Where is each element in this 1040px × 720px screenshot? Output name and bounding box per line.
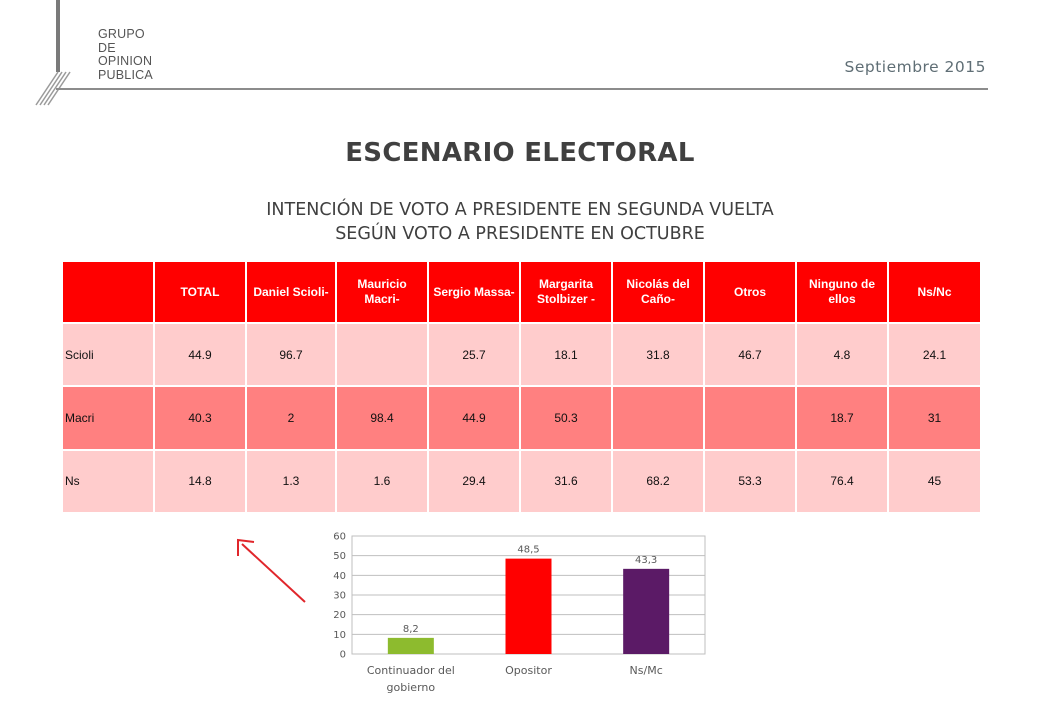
header-date: Septiembre 2015 (844, 58, 986, 76)
column-header (61, 260, 155, 324)
table-cell: 50.3 (519, 385, 613, 451)
y-tick-label: 0 (340, 650, 346, 661)
table-cell: 4.8 (795, 321, 889, 388)
y-tick-label: 10 (333, 630, 346, 641)
table-cell (335, 321, 429, 388)
column-header: TOTAL (153, 260, 247, 324)
table-cell (611, 385, 705, 451)
y-tick-label: 60 (333, 532, 346, 543)
logo-mark (35, 0, 71, 106)
table-cell: 18.7 (795, 385, 889, 451)
table-header-row: TOTAL Daniel Scioli- Mauricio Macri- Ser… (61, 260, 982, 324)
logo-line: DE (98, 40, 116, 55)
table-cell: 31 (887, 385, 982, 451)
table-cell: 24.1 (887, 321, 982, 388)
table-cell: 96.7 (245, 321, 337, 388)
header-divider (56, 88, 988, 90)
table-cell: 44.9 (153, 321, 247, 388)
table-cell: 14.8 (153, 448, 247, 515)
table-cell: 76.4 (795, 448, 889, 515)
row-label: Scioli (61, 321, 155, 388)
bar-value-label: 48,5 (517, 545, 539, 556)
table-row: Macri 40.3 2 98.4 44.9 50.3 18.7 31 (61, 385, 982, 451)
logo-line: GRUPO (98, 27, 145, 41)
table-cell: 45 (887, 448, 982, 515)
table-cell: 40.3 (153, 385, 247, 451)
x-tick-label: Opositor (505, 664, 552, 677)
table-row: Ns 14.8 1.3 1.6 29.4 31.6 68.2 53.3 76.4… (61, 448, 982, 515)
bar-value-label: 8,2 (403, 624, 419, 635)
vote-table: TOTAL Daniel Scioli- Mauricio Macri- Ser… (61, 260, 982, 515)
table-cell: 1.3 (245, 448, 337, 515)
bar-chart: 0 10 20 30 40 50 60 8,2 Continuador del gobierno 4… (300, 524, 720, 720)
table-cell: 2 (245, 385, 337, 451)
x-tick-label: Ns/Mc (630, 664, 663, 677)
table-cell: 31.6 (519, 448, 613, 515)
table-cell: 31.8 (611, 321, 705, 388)
column-header: Sergio Massa- (427, 260, 521, 324)
table-cell: 68.2 (611, 448, 705, 515)
column-header: Ninguno de ellos (795, 260, 889, 324)
table-cell: 98.4 (335, 385, 429, 451)
table-cell: 46.7 (703, 321, 797, 388)
x-tick-label: Continuador del (367, 664, 455, 677)
table-cell: 53.3 (703, 448, 797, 515)
y-tick-label: 20 (333, 610, 346, 621)
row-label: Macri (61, 385, 155, 451)
page-subtitle: INTENCIÓN DE VOTO A PRESIDENTE EN SEGUND… (0, 198, 1040, 246)
bar (505, 558, 552, 654)
y-tick-label: 40 (333, 571, 346, 582)
column-header: Daniel Scioli- (245, 260, 337, 324)
column-header: Margarita Stolbizer - (519, 260, 613, 324)
column-header: Nicolás del Caño- (611, 260, 705, 324)
logo-line: OPINION (98, 54, 153, 68)
chart-svg: 0 10 20 30 40 50 60 8,2 Continuador del gobierno 4… (333, 532, 706, 694)
bar (387, 637, 434, 654)
row-label: Ns (61, 448, 155, 515)
table-cell: 18.1 (519, 321, 613, 388)
arrow-icon (237, 538, 306, 603)
table-row: Scioli 44.9 96.7 25.7 18.1 31.8 46.7 4.8… (61, 321, 982, 388)
table-cell: 1.6 (335, 448, 429, 515)
table-cell (703, 385, 797, 451)
y-tick-label: 30 (333, 591, 346, 602)
bar-value-label: 43,3 (635, 555, 657, 566)
column-header: Mauricio Macri- (335, 260, 429, 324)
bar (623, 568, 670, 654)
table-cell: 29.4 (427, 448, 521, 515)
y-tick-label: 50 (333, 551, 346, 562)
table-cell: 25.7 (427, 321, 521, 388)
subtitle-line-2: SEGÚN VOTO A PRESIDENTE EN OCTUBRE (335, 224, 705, 244)
x-tick-label: gobierno (387, 681, 436, 694)
subtitle-line-1: INTENCIÓN DE VOTO A PRESIDENTE EN SEGUND… (266, 200, 774, 220)
logo: GRUPO DE OPINION PUBLICA (30, 0, 170, 110)
page-title: ESCENARIO ELECTORAL (345, 138, 695, 168)
column-header: Ns/Nc (887, 260, 982, 324)
column-header: Otros (703, 260, 797, 324)
logo-text: GRUPO DE OPINION PUBLICA (98, 27, 153, 82)
logo-line: PUBLICA (98, 67, 153, 82)
table-cell: 44.9 (427, 385, 521, 451)
